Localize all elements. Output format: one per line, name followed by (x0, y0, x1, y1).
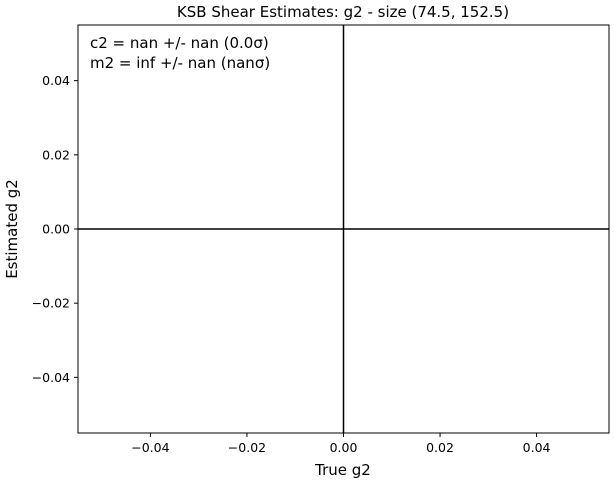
x-tick-label: −0.04 (131, 440, 169, 455)
x-tick-label: 0.02 (426, 440, 454, 455)
y-tick-label: 0.02 (42, 147, 70, 162)
y-tick-label: −0.04 (32, 370, 70, 385)
y-axis-ticks: −0.04 −0.02 0.00 0.02 0.04 (32, 73, 78, 385)
x-tick-label: 0.04 (523, 440, 551, 455)
x-axis-label: True g2 (314, 461, 371, 479)
annotation-m2: m2 = inf +/- nan (nanσ) (90, 54, 270, 72)
y-axis-label: Estimated g2 (3, 179, 21, 279)
x-tick-label: −0.02 (228, 440, 266, 455)
annotation-c2: c2 = nan +/- nan (0.0σ) (90, 34, 269, 52)
y-tick-label: 0.00 (42, 222, 70, 237)
plot-frame (77, 24, 610, 434)
x-tick-label: 0.00 (330, 440, 358, 455)
y-tick-label: 0.04 (42, 73, 70, 88)
y-tick-label: −0.02 (32, 296, 70, 311)
reference-lines (78, 25, 609, 433)
x-axis-ticks: −0.04 −0.02 0.00 0.02 0.04 (131, 433, 551, 455)
chart-title: KSB Shear Estimates: g2 - size (74.5, 15… (177, 3, 509, 21)
